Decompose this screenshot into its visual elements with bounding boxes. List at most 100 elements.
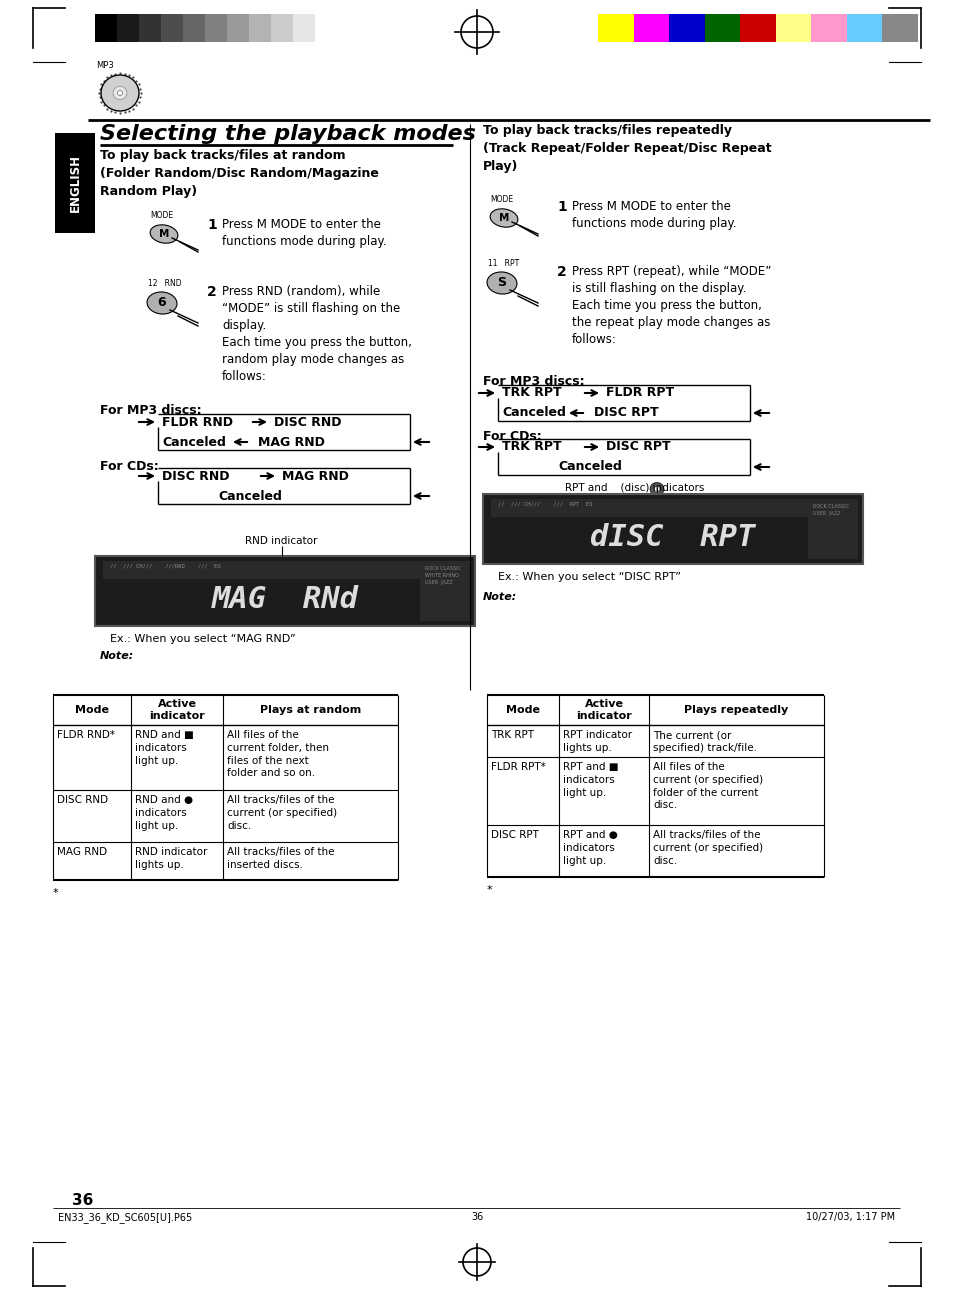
Text: All tracks/files of the
current (or specified)
disc.: All tracks/files of the current (or spec… — [652, 829, 762, 866]
Text: 6: 6 — [157, 296, 166, 309]
Circle shape — [460, 16, 493, 48]
Text: 2: 2 — [207, 285, 216, 299]
Bar — [314, 14, 337, 41]
Text: FLDR RPT: FLDR RPT — [605, 387, 674, 400]
Text: MAG RND: MAG RND — [257, 436, 325, 449]
Bar — [139, 14, 161, 41]
Text: ENGLISH: ENGLISH — [69, 154, 81, 212]
Text: Press M MODE to enter the
functions mode during play.: Press M MODE to enter the functions mode… — [572, 201, 736, 230]
Text: All files of the
current (or specified)
folder of the current
disc.: All files of the current (or specified) … — [652, 762, 762, 810]
Text: RND and ■
indicators
light up.: RND and ■ indicators light up. — [135, 730, 193, 766]
Text: Canceled: Canceled — [218, 489, 281, 502]
Bar — [95, 556, 475, 626]
Text: All files of the
current folder, then
files of the next
folder and so on.: All files of the current folder, then fi… — [227, 730, 329, 779]
Bar — [55, 133, 95, 233]
Text: EN33_36_KD_SC605[U].P65: EN33_36_KD_SC605[U].P65 — [58, 1212, 193, 1223]
Bar — [293, 14, 315, 41]
Text: Active
indicator: Active indicator — [149, 699, 205, 721]
Text: ROCK CLASSIC
USER  JA22: ROCK CLASSIC USER JA22 — [812, 503, 848, 516]
Text: 12   RND: 12 RND — [148, 280, 181, 289]
Text: TRK RPT: TRK RPT — [501, 440, 561, 453]
Bar — [227, 14, 250, 41]
Text: FLDR RPT*: FLDR RPT* — [491, 762, 545, 773]
Text: DISC RPT: DISC RPT — [605, 440, 670, 453]
Ellipse shape — [147, 292, 177, 314]
Bar — [249, 14, 272, 41]
Text: TRK RPT: TRK RPT — [491, 730, 534, 740]
Ellipse shape — [654, 487, 659, 492]
Bar — [103, 562, 467, 578]
Text: MAG RND: MAG RND — [57, 848, 107, 857]
Bar — [740, 14, 776, 41]
Text: Press RND (random), while
“MODE” is still flashing on the
display.
Each time you: Press RND (random), while “MODE” is stil… — [222, 285, 412, 383]
Text: For MP3 discs:: For MP3 discs: — [100, 404, 201, 417]
Text: *: * — [53, 888, 58, 898]
Text: TRK RPT: TRK RPT — [501, 387, 561, 400]
Text: Ex.: When you select “DISC RPT”: Ex.: When you select “DISC RPT” — [497, 572, 680, 582]
Text: Note:: Note: — [482, 591, 517, 602]
Text: 1: 1 — [207, 217, 216, 232]
Text: RPT and    (disc) indicators: RPT and (disc) indicators — [564, 481, 703, 492]
Text: DISC RND: DISC RND — [162, 470, 230, 483]
Text: RND indicator
lights up.: RND indicator lights up. — [135, 848, 207, 870]
Bar — [846, 14, 882, 41]
Text: Canceled: Canceled — [501, 406, 565, 419]
Bar — [205, 14, 227, 41]
Text: RND and ●
indicators
light up.: RND and ● indicators light up. — [135, 795, 193, 831]
Text: To play back tracks/files repeatedly
(Track Repeat/Folder Repeat/Disc Repeat
Pla: To play back tracks/files repeatedly (Tr… — [482, 124, 771, 173]
Bar — [117, 14, 139, 41]
Text: 2: 2 — [557, 265, 566, 280]
Text: DISC RPT: DISC RPT — [491, 829, 538, 840]
Text: FLDR RND*: FLDR RND* — [57, 730, 115, 740]
Ellipse shape — [649, 483, 663, 496]
Text: All tracks/files of the
inserted discs.: All tracks/files of the inserted discs. — [227, 848, 335, 870]
Ellipse shape — [117, 91, 122, 96]
Text: //  /// CH///    ///RND    ///  EQ: // /// CH/// ///RND /// EQ — [110, 563, 220, 568]
Bar — [633, 14, 669, 41]
Text: MODE: MODE — [490, 195, 513, 204]
Text: RPT and ■
indicators
light up.: RPT and ■ indicators light up. — [562, 762, 618, 797]
Text: Plays repeatedly: Plays repeatedly — [683, 705, 788, 716]
Text: The current (or
specified) track/file.: The current (or specified) track/file. — [652, 730, 757, 753]
Bar — [810, 14, 846, 41]
Text: All tracks/files of the
current (or specified)
disc.: All tracks/files of the current (or spec… — [227, 795, 336, 831]
Text: 11   RPT: 11 RPT — [488, 259, 518, 268]
Text: Mode: Mode — [505, 705, 539, 716]
Text: S: S — [497, 277, 506, 290]
Bar — [807, 499, 857, 559]
Text: Selecting the playback modes: Selecting the playback modes — [100, 124, 476, 144]
Text: Canceled: Canceled — [558, 461, 621, 474]
Ellipse shape — [490, 208, 517, 228]
Bar — [183, 14, 205, 41]
Ellipse shape — [112, 87, 127, 100]
Text: MODE: MODE — [150, 211, 172, 220]
Text: Canceled: Canceled — [162, 436, 226, 449]
Text: MAG  RNd: MAG RNd — [212, 585, 358, 613]
Bar — [598, 14, 634, 41]
Text: 1: 1 — [557, 201, 566, 214]
Text: ROCK CLASSIC
WHITE RHINO
USER  JAZZ: ROCK CLASSIC WHITE RHINO USER JAZZ — [424, 565, 460, 585]
Text: Mode: Mode — [75, 705, 109, 716]
Text: RND indicator: RND indicator — [245, 536, 317, 546]
Bar — [161, 14, 183, 41]
Text: M: M — [158, 229, 169, 239]
Bar — [271, 14, 294, 41]
Text: Active
indicator: Active indicator — [576, 699, 631, 721]
Bar — [95, 14, 117, 41]
Bar — [491, 499, 854, 518]
Text: 36: 36 — [471, 1212, 482, 1222]
Text: To play back tracks/files at random
(Folder Random/Disc Random/Magazine
Random P: To play back tracks/files at random (Fol… — [100, 149, 378, 198]
Text: For MP3 discs:: For MP3 discs: — [482, 375, 584, 388]
Text: For CDs:: For CDs: — [100, 459, 158, 474]
Text: DISC RPT: DISC RPT — [594, 406, 658, 419]
Text: 36: 36 — [71, 1193, 93, 1209]
Text: FLDR RND: FLDR RND — [162, 415, 233, 428]
Ellipse shape — [150, 225, 177, 243]
Text: MAG RND: MAG RND — [282, 470, 349, 483]
Text: For CDs:: For CDs: — [482, 430, 541, 443]
Bar — [482, 494, 862, 564]
Ellipse shape — [101, 75, 139, 111]
Bar — [882, 14, 918, 41]
Text: Press RPT (repeat), while “MODE”
is still flashing on the display.
Each time you: Press RPT (repeat), while “MODE” is stil… — [572, 265, 771, 345]
Text: Note:: Note: — [100, 651, 134, 661]
